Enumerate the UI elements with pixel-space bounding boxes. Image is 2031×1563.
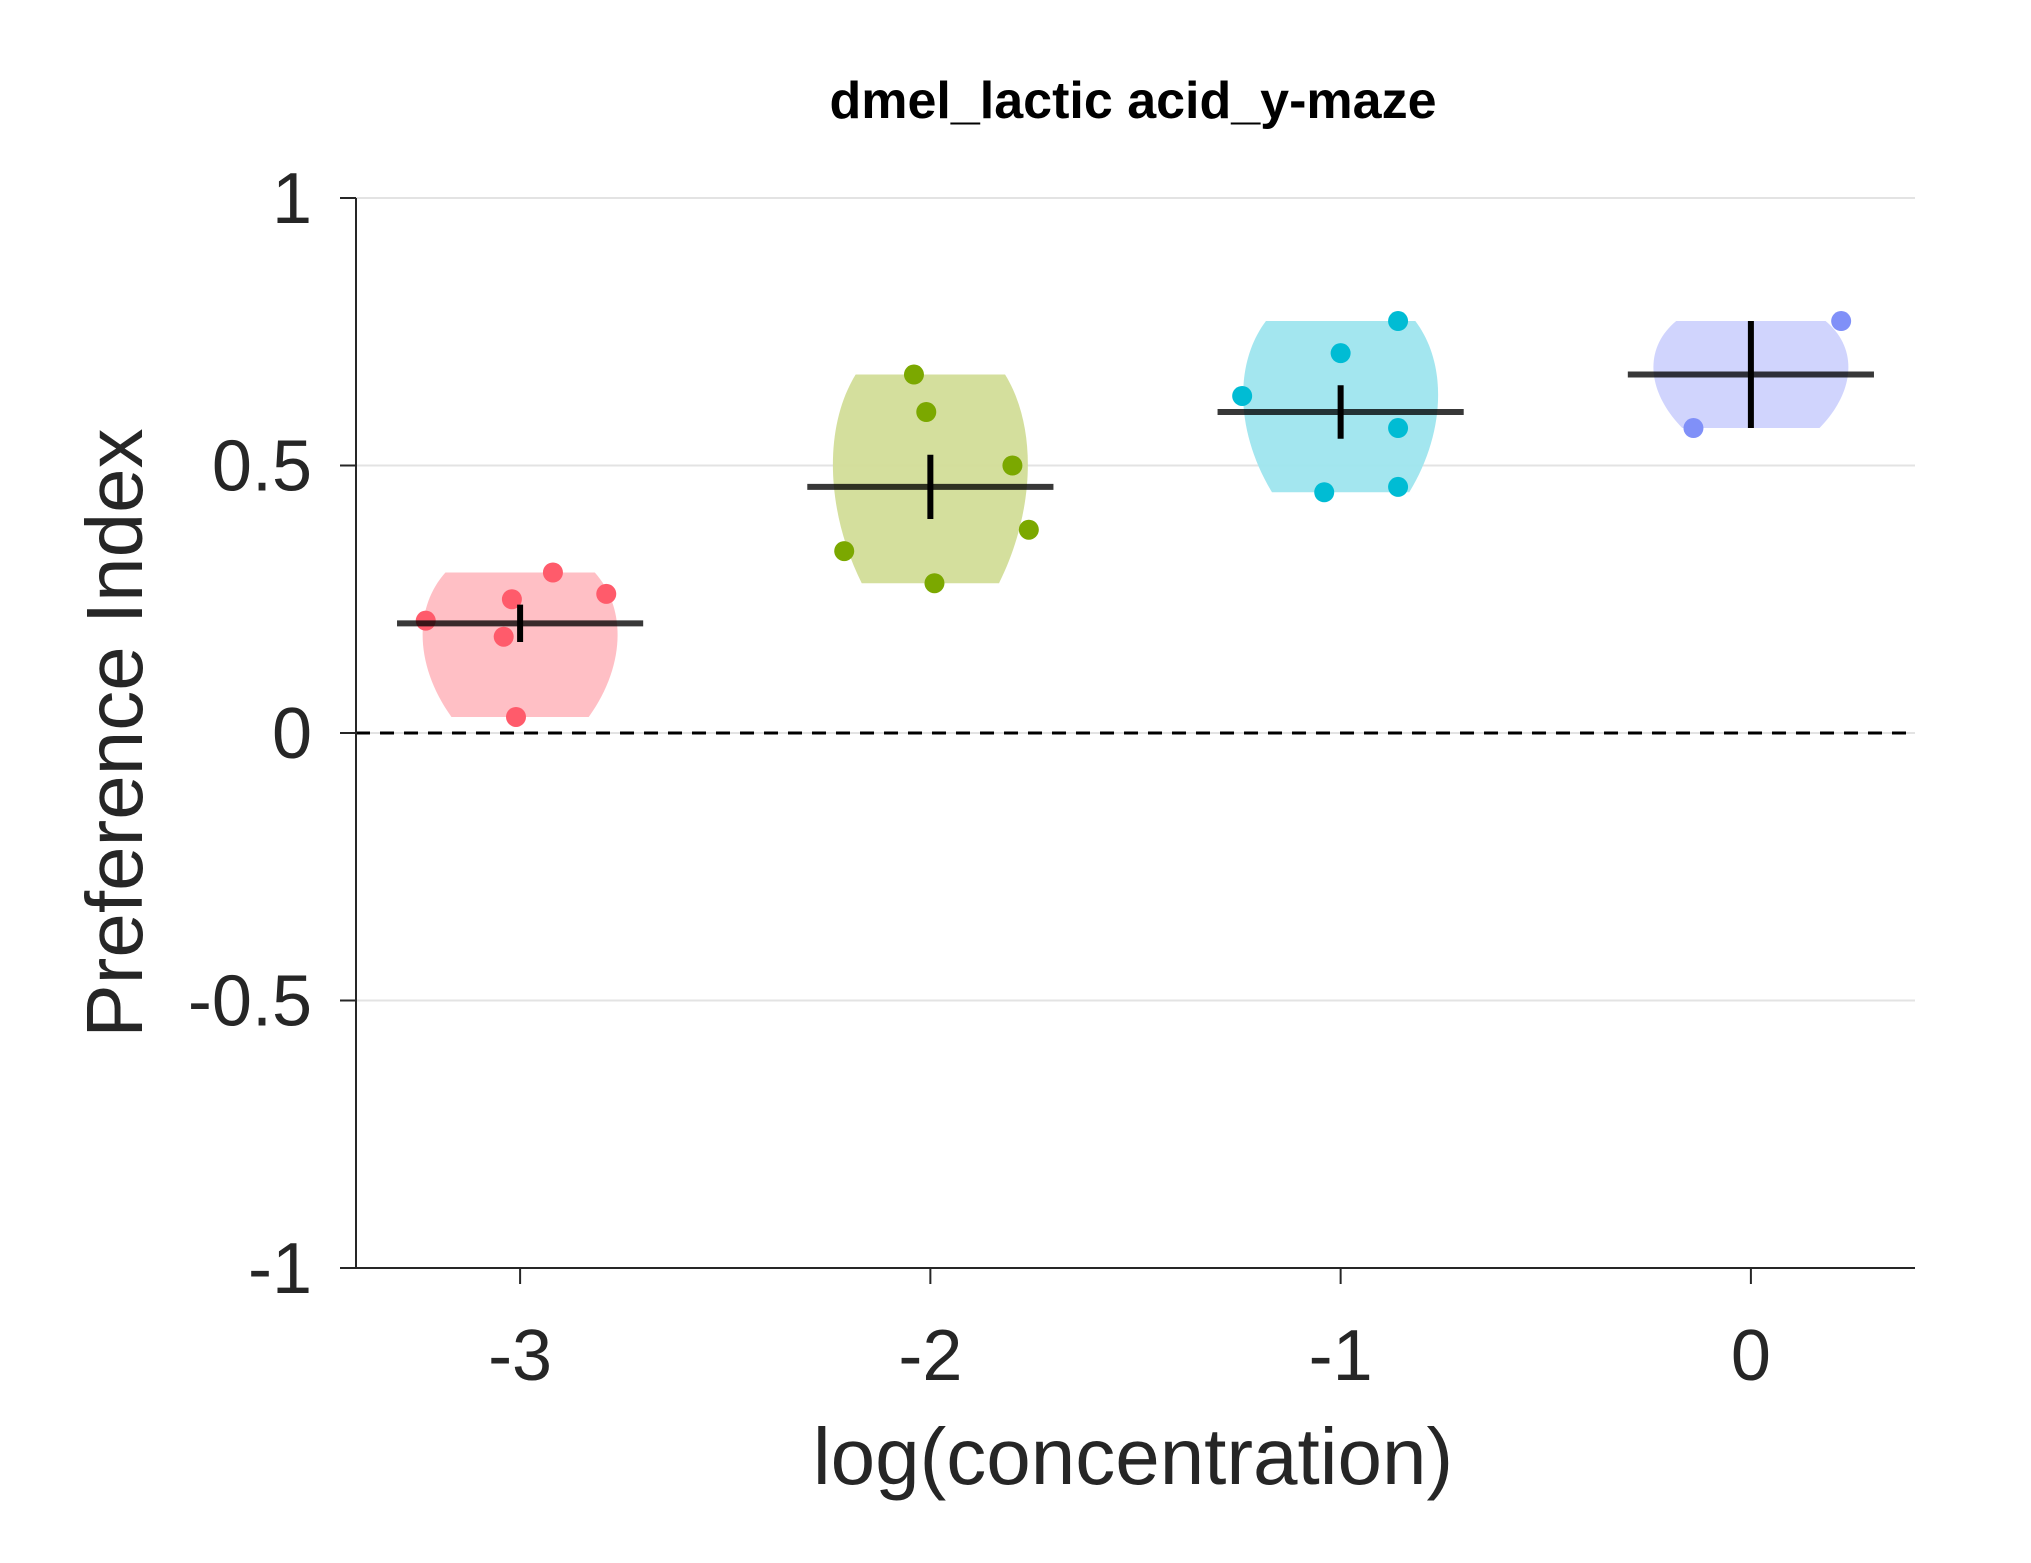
data-point-0-4 xyxy=(596,583,617,604)
y-tick-label-3: -0.5 xyxy=(188,962,312,1042)
y-tick-label-2: 0 xyxy=(272,694,312,774)
x-ticks: -3 -2 -1 0 xyxy=(488,1268,1771,1396)
data-point-1-4 xyxy=(834,541,855,562)
data-point-0-3 xyxy=(542,562,563,583)
x-axis-label: log(concentration) xyxy=(813,1412,1453,1501)
y-tick-label-1: 0.5 xyxy=(212,427,312,507)
data-point-3-1 xyxy=(1683,418,1704,439)
violin-group-3 xyxy=(1627,311,1874,439)
data-point-1-5 xyxy=(924,573,945,594)
violin-group-2 xyxy=(1217,311,1464,503)
violin-body-0 xyxy=(422,572,618,717)
data-point-3-0 xyxy=(1831,311,1852,332)
data-point-1-2 xyxy=(1002,455,1023,476)
data-point-1-0 xyxy=(903,364,924,385)
data-point-2-3 xyxy=(1388,418,1409,439)
y-tick-label-4: -1 xyxy=(248,1229,312,1309)
violin-group-1 xyxy=(807,364,1054,594)
y-tick-label-0: 1 xyxy=(272,159,312,239)
data-point-0-2 xyxy=(493,626,514,647)
data-point-0-5 xyxy=(506,706,527,727)
y-axis-label: Preference Index xyxy=(70,428,159,1037)
violins-layer xyxy=(397,311,1874,727)
data-point-2-2 xyxy=(1232,385,1253,406)
y-ticks: 1 0.5 0 -0.5 -1 xyxy=(188,159,356,1309)
data-point-2-1 xyxy=(1330,343,1351,364)
data-point-1-1 xyxy=(916,402,937,422)
x-tick-label-0: -3 xyxy=(488,1316,552,1396)
violin-group-0 xyxy=(397,562,644,727)
data-point-2-0 xyxy=(1388,311,1409,332)
data-point-2-5 xyxy=(1314,482,1335,503)
x-tick-label-1: -2 xyxy=(898,1316,962,1396)
data-point-1-3 xyxy=(1018,519,1039,540)
x-tick-label-3: 0 xyxy=(1731,1316,1771,1396)
data-point-0-1 xyxy=(501,589,522,610)
x-tick-label-2: -1 xyxy=(1309,1316,1373,1396)
chart-title: dmel_lactic acid_y-maze xyxy=(830,72,1437,130)
data-point-2-4 xyxy=(1388,476,1409,497)
